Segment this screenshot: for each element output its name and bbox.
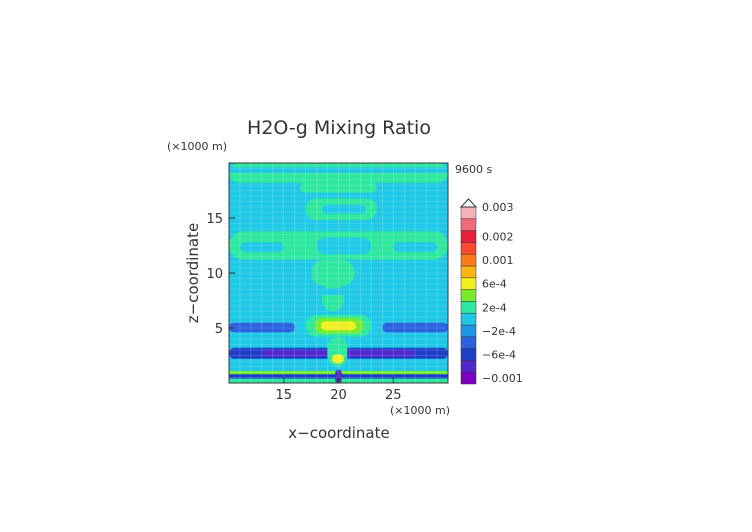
colorbar: 0.003 0.002 0.001 6e-4 2e-4 −2e-4 −6e-4 −0.001 [459, 198, 523, 385]
colorbar-swatch [460, 336, 477, 349]
colorbar-extend-arrow [459, 198, 478, 208]
colorbar-label: 0.003 [482, 201, 514, 214]
x-tick-label: 20 [330, 388, 347, 403]
field-region [320, 321, 357, 331]
field-region [229, 322, 295, 333]
field-region [322, 204, 366, 214]
x-axis-label: x−coordinate [288, 424, 389, 442]
colorbar-label: −2e-4 [482, 325, 516, 338]
colorbar-swatch [460, 218, 477, 231]
colorbar-label: 6e-4 [482, 278, 507, 291]
chart-title: H2O-g Mixing Ratio [247, 117, 431, 139]
field-region [335, 369, 342, 383]
colorbar-swatch [460, 324, 477, 338]
x-axis-ticks: 15 20 25 [275, 377, 402, 403]
colorbar-swatch [460, 348, 477, 361]
colorbar-swatch [460, 253, 477, 267]
field-region [239, 242, 284, 253]
colorbar-swatch [460, 206, 477, 220]
field-region [382, 322, 448, 333]
x-tick-label: 25 [385, 388, 402, 403]
field-region [331, 354, 344, 364]
colorbar-swatch [460, 230, 477, 243]
field-region [316, 237, 372, 255]
colorbar-swatch [460, 360, 477, 373]
field-region [300, 181, 377, 193]
colorbar-label: 0.002 [482, 231, 514, 244]
field-region [229, 167, 448, 173]
field-region [322, 284, 344, 312]
x-unit-label: (×1000 m) [390, 404, 450, 417]
y-axis-label: z−coordinate [184, 223, 202, 323]
y-tick-label: 10 [206, 267, 223, 282]
plot-grid [228, 162, 449, 384]
time-label: 9600 s [455, 163, 492, 176]
heatmap-plot-area [229, 163, 448, 383]
x-tick-label: 15 [275, 388, 292, 403]
colorbar-label: −6e-4 [482, 349, 516, 362]
y-tick-label: 15 [206, 212, 223, 227]
colorbar-label: 2e-4 [482, 301, 507, 314]
y-tick-label: 5 [215, 322, 223, 337]
field-region [229, 288, 448, 295]
colorbar-swatch [460, 242, 477, 255]
colorbar-swatch [460, 301, 477, 314]
colorbar-swatch [460, 277, 477, 290]
colorbar-swatch [460, 289, 477, 302]
colorbar-label: −0.001 [482, 372, 523, 385]
y-axis-ticks: 5 10 15 [206, 212, 235, 337]
field-region [393, 242, 438, 253]
colorbar-swatch [460, 265, 477, 279]
colorbar-swatch [460, 312, 477, 326]
colorbar-swatch [460, 371, 477, 385]
field-region [311, 259, 355, 287]
colorbar-label: 0.001 [482, 254, 514, 267]
y-unit-label: (×1000 m) [167, 140, 227, 153]
